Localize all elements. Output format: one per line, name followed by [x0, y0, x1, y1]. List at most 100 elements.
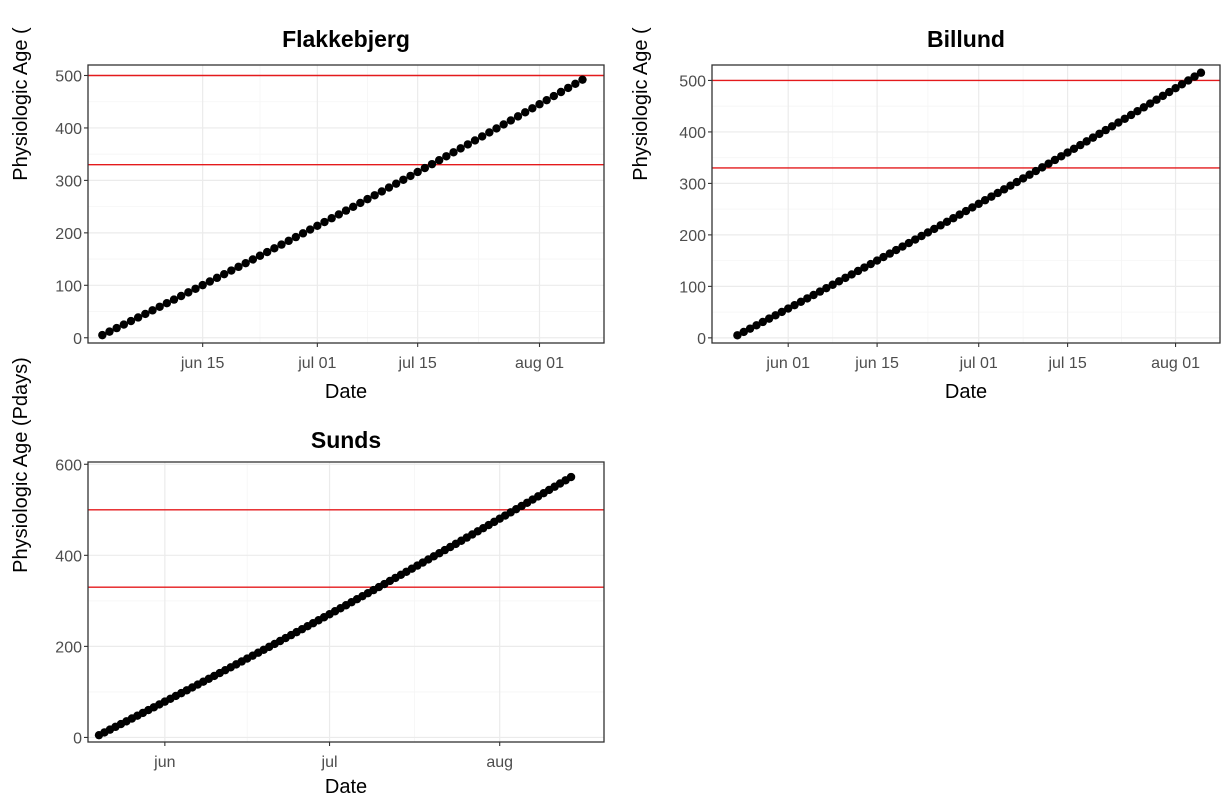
y-tick-label: 300 — [679, 176, 706, 193]
data-point — [313, 221, 322, 231]
data-point — [556, 87, 566, 97]
data-point — [860, 263, 869, 272]
data-point — [219, 269, 229, 279]
data-point — [1031, 166, 1041, 176]
x-tick-label: jun 15 — [180, 355, 225, 372]
data-point — [809, 290, 818, 300]
y-tick-label: 200 — [55, 639, 82, 656]
data-point — [1133, 106, 1142, 116]
y-tick-label: 200 — [679, 228, 706, 245]
y-tick-label: 400 — [55, 121, 82, 138]
data-point — [1196, 68, 1206, 77]
data-point — [1069, 144, 1079, 154]
x-axis-label: Date — [945, 381, 987, 403]
data-point — [205, 277, 215, 286]
data-point — [923, 228, 933, 237]
data-point — [1101, 125, 1110, 135]
data-point — [456, 144, 465, 153]
y-tick-label: 100 — [679, 279, 706, 296]
data-point — [866, 259, 875, 269]
data-point — [348, 202, 358, 211]
data-point — [191, 284, 200, 293]
y-tick-label: 200 — [55, 226, 82, 243]
y-tick-label: 0 — [73, 730, 82, 747]
data-point — [930, 224, 939, 234]
data-point — [739, 327, 748, 337]
data-point — [885, 249, 894, 258]
panel-billund: 0 100 200 300 400 500 jun 01 jun 15 jul 01 jul 15… — [630, 26, 1221, 403]
data-point — [1177, 80, 1187, 89]
data-point — [987, 192, 996, 201]
data-point — [961, 206, 971, 216]
y-tick-label: 0 — [73, 331, 82, 348]
data-point — [815, 287, 825, 296]
data-point — [520, 108, 530, 117]
x-tick-label: aug 01 — [1151, 355, 1200, 372]
data-point — [777, 307, 787, 317]
data-point — [105, 327, 114, 336]
data-point — [391, 179, 401, 188]
data-point — [879, 252, 888, 262]
data-point — [327, 214, 336, 223]
data-point — [1044, 159, 1053, 168]
data-point — [993, 188, 1002, 198]
panel-title: Flakkebjerg — [282, 26, 410, 52]
data-point — [513, 112, 523, 121]
data-point — [578, 75, 587, 84]
data-point — [911, 235, 920, 244]
data-point — [499, 120, 508, 129]
data-point — [169, 295, 179, 304]
panel-frame — [87, 64, 605, 344]
data-point — [141, 309, 150, 319]
data-point — [563, 83, 573, 93]
data-point — [549, 91, 559, 101]
y-axis-label: Physiologic Age ( — [630, 27, 652, 181]
x-tick-label: jul 01 — [297, 355, 336, 372]
data-point — [485, 128, 494, 137]
y-tick-label: 500 — [55, 68, 82, 85]
x-tick-label: jun — [153, 754, 175, 771]
data-point — [248, 255, 258, 264]
data-point — [463, 140, 473, 149]
data-point — [413, 167, 422, 177]
data-point — [949, 214, 958, 223]
data-point — [1126, 110, 1136, 120]
x-axis-label: Date — [325, 776, 367, 798]
data-point — [542, 95, 551, 105]
x-tick-label: jul 01 — [959, 355, 998, 372]
data-point — [841, 273, 850, 283]
data-point — [356, 198, 365, 208]
data-point — [506, 116, 516, 125]
data-point — [942, 217, 952, 226]
data-point — [535, 100, 544, 109]
data-point — [1050, 155, 1060, 165]
data-point — [1139, 103, 1149, 112]
data-point — [198, 280, 207, 290]
data-point — [822, 283, 831, 293]
data-point — [234, 262, 243, 272]
data-point — [1107, 122, 1117, 131]
data-point — [1152, 95, 1161, 104]
data-point — [291, 232, 301, 242]
data-point — [492, 124, 501, 133]
panel-frame — [87, 461, 605, 743]
x-axis-label: Date — [325, 381, 367, 403]
data-point — [442, 152, 451, 161]
data-point — [917, 231, 926, 241]
panel-title: Billund — [927, 26, 1005, 52]
data-point — [803, 294, 812, 303]
data-point — [796, 297, 806, 306]
y-tick-label: 400 — [55, 548, 82, 565]
data-point — [399, 175, 408, 184]
data-point — [126, 316, 136, 326]
data-point — [745, 324, 755, 333]
data-point — [1012, 177, 1021, 187]
x-tick-label: aug 01 — [515, 355, 564, 372]
panel-title: Sunds — [311, 427, 381, 453]
data-point — [370, 191, 379, 200]
y-tick-label: 100 — [55, 278, 82, 295]
data-point — [377, 187, 387, 196]
data-point — [1057, 152, 1066, 161]
data-point — [477, 132, 487, 141]
data-point — [891, 245, 901, 255]
